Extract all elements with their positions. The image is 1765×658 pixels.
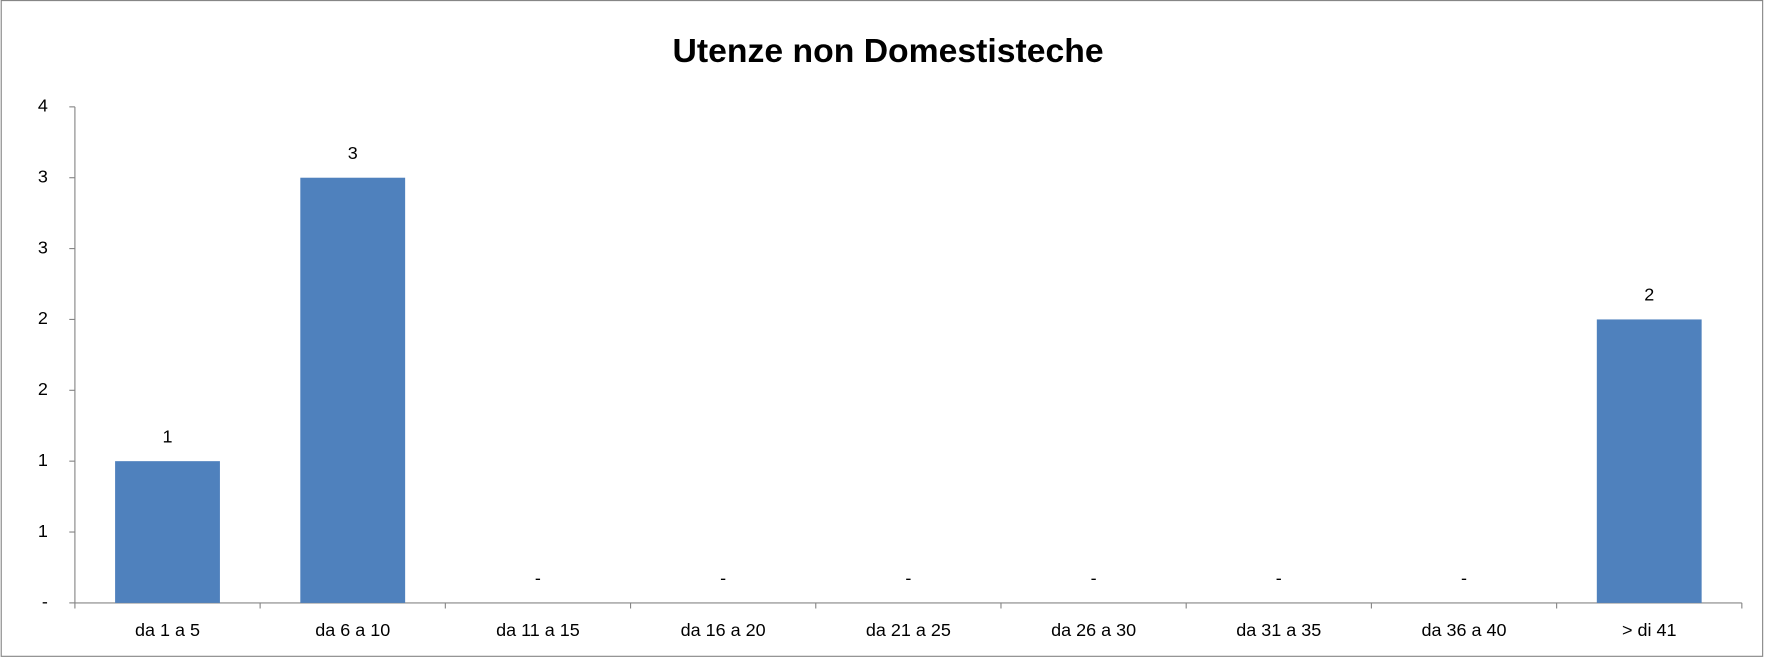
- x-tick-label: da 16 a 20: [681, 620, 766, 640]
- value-label: -: [1461, 568, 1467, 588]
- x-tick-label: da 31 a 35: [1236, 620, 1321, 640]
- value-label: -: [1091, 568, 1097, 588]
- value-label: -: [1276, 568, 1282, 588]
- y-tick-label: 2: [38, 379, 48, 399]
- bar: [115, 461, 220, 603]
- y-tick-label: 1: [38, 450, 48, 470]
- x-tick-label: da 6 a 10: [315, 620, 390, 640]
- value-label: 1: [163, 426, 173, 446]
- bar: [300, 177, 406, 603]
- y-tick-label: 4: [38, 96, 48, 116]
- y-tick-label: -: [42, 592, 48, 612]
- y-tick-label: 3: [38, 166, 48, 186]
- value-label: -: [720, 568, 726, 588]
- x-tick-label: da 21 a 25: [866, 620, 951, 640]
- x-tick-label: da 26 a 30: [1051, 620, 1136, 640]
- x-tick-label: da 36 a 40: [1422, 620, 1507, 640]
- value-label: -: [535, 568, 541, 588]
- value-label: 2: [1644, 285, 1654, 305]
- bar: [1596, 319, 1702, 603]
- x-tick-label: da 1 a 5: [135, 620, 200, 640]
- value-label: -: [905, 568, 911, 588]
- y-tick-label: 2: [38, 308, 48, 328]
- value-label: 3: [348, 143, 358, 163]
- y-tick-label: 1: [38, 521, 48, 541]
- chart-title: Utenze non Domestisteche: [673, 32, 1104, 70]
- x-tick-label: > di 41: [1622, 620, 1676, 640]
- x-tick-label: da 11 a 15: [496, 620, 580, 640]
- y-tick-label: 3: [38, 237, 48, 257]
